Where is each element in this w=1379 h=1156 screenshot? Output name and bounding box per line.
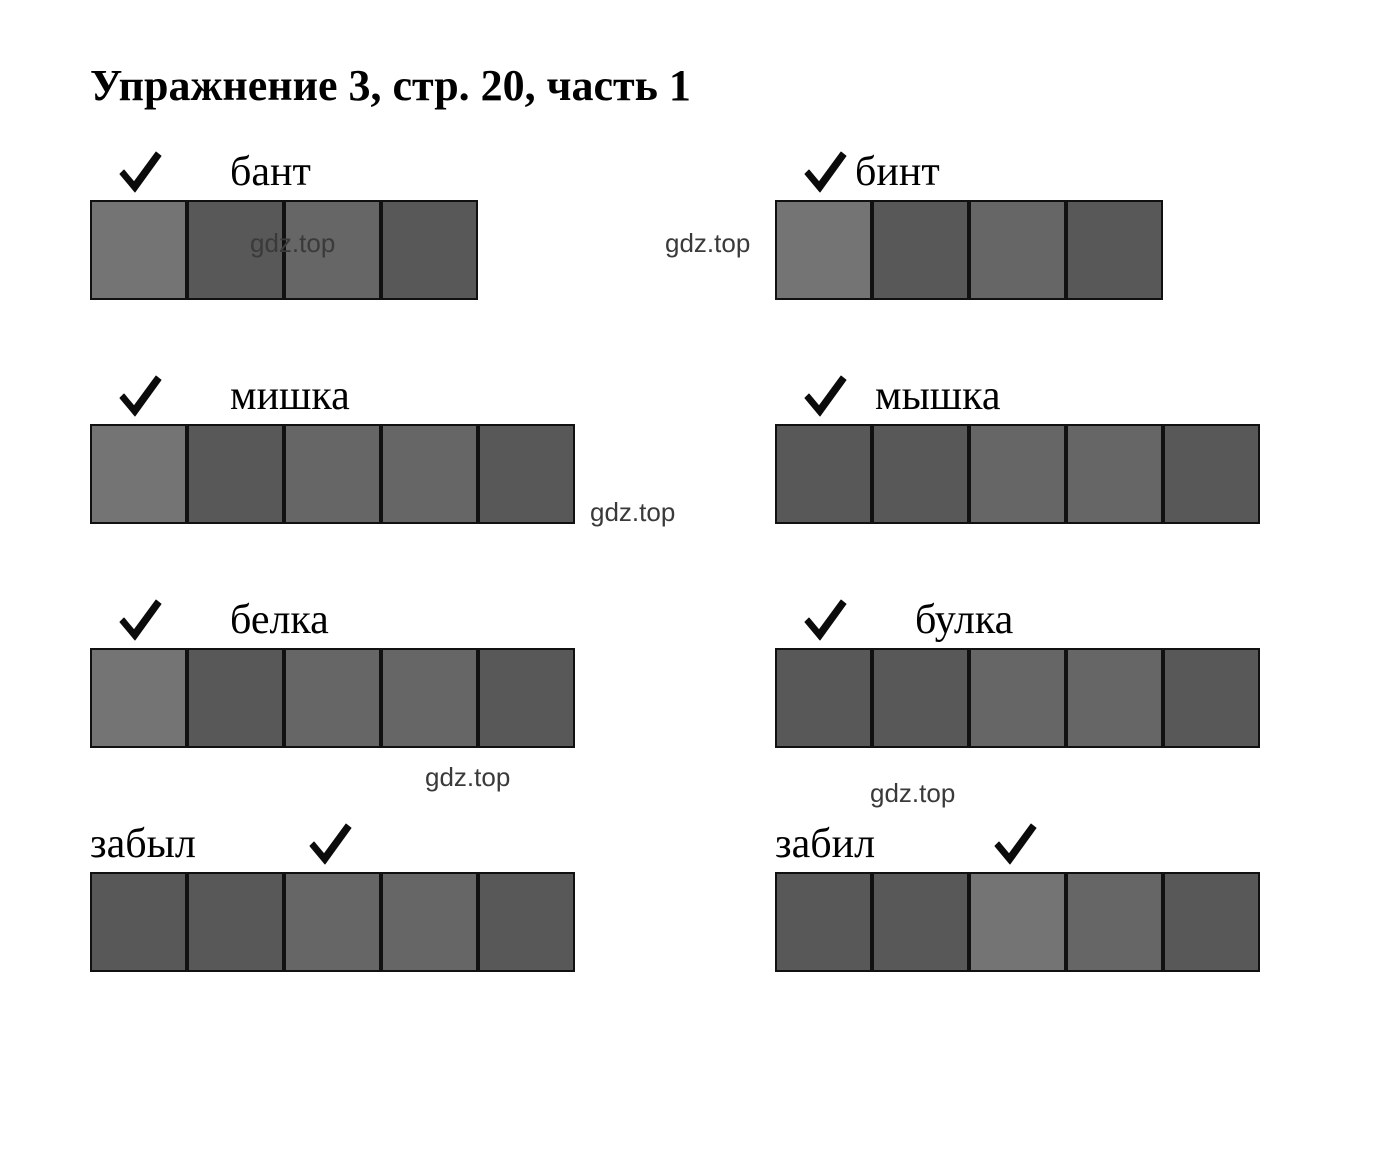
label-row: мышка — [775, 365, 1260, 420]
label-row: мишка — [90, 365, 575, 420]
word-label: булка — [915, 596, 1013, 644]
word-block: белка — [90, 589, 575, 748]
word-block: булка — [775, 589, 1260, 748]
word-block: забил — [775, 813, 1260, 972]
sound-boxes — [775, 648, 1260, 748]
sound-box — [284, 424, 381, 524]
label-row: забыл — [90, 813, 575, 868]
label-row: булка — [775, 589, 1260, 644]
sound-box — [187, 872, 284, 972]
label-row: бинт — [775, 141, 1260, 196]
pair-row: мишка мышка — [90, 365, 1289, 524]
exercise-grid: бант бинт мишка мышка белка булка забыл забил — [90, 141, 1289, 972]
sound-boxes — [775, 872, 1260, 972]
sound-box — [1163, 872, 1260, 972]
sound-boxes — [90, 872, 575, 972]
sound-box — [187, 648, 284, 748]
pair-row: бант бинт — [90, 141, 1289, 300]
sound-box — [284, 872, 381, 972]
checkmark-icon — [799, 594, 849, 644]
sound-box — [872, 424, 969, 524]
sound-boxes — [775, 424, 1260, 524]
sound-box — [187, 424, 284, 524]
checkmark-icon — [989, 818, 1039, 868]
checkmark-icon — [114, 146, 164, 196]
pair-row: белка булка — [90, 589, 1289, 748]
word-label: бант — [230, 148, 311, 196]
sound-box — [90, 424, 187, 524]
sound-box — [1163, 424, 1260, 524]
sound-box — [872, 872, 969, 972]
sound-box — [1066, 200, 1163, 300]
word-block: мышка — [775, 365, 1260, 524]
sound-box — [872, 200, 969, 300]
sound-box — [775, 648, 872, 748]
sound-box — [969, 872, 1066, 972]
checkmark-icon — [799, 370, 849, 420]
word-label: мышка — [875, 372, 1001, 420]
sound-box — [284, 648, 381, 748]
sound-box — [775, 872, 872, 972]
sound-boxes — [90, 200, 575, 300]
pair-row: забыл забил — [90, 813, 1289, 972]
word-block: бант — [90, 141, 575, 300]
word-label: забыл — [90, 820, 196, 868]
sound-box — [90, 872, 187, 972]
word-label: бинт — [855, 148, 940, 196]
checkmark-icon — [799, 146, 849, 196]
page-title: Упражнение 3, стр. 20, часть 1 — [90, 60, 1289, 111]
sound-box — [969, 200, 1066, 300]
word-block: забыл — [90, 813, 575, 972]
sound-box — [1066, 424, 1163, 524]
label-row: бант — [90, 141, 575, 196]
sound-box — [478, 648, 575, 748]
sound-box — [872, 648, 969, 748]
word-block: бинт — [775, 141, 1260, 300]
checkmark-icon — [304, 818, 354, 868]
sound-box — [1066, 648, 1163, 748]
sound-box — [969, 648, 1066, 748]
word-label: мишка — [230, 372, 350, 420]
sound-box — [90, 200, 187, 300]
sound-box — [478, 872, 575, 972]
label-row: забил — [775, 813, 1260, 868]
sound-box — [187, 200, 284, 300]
checkmark-icon — [114, 594, 164, 644]
sound-box — [969, 424, 1066, 524]
sound-box — [381, 424, 478, 524]
sound-boxes — [775, 200, 1260, 300]
sound-box — [381, 648, 478, 748]
word-block: мишка — [90, 365, 575, 524]
word-label: белка — [230, 596, 329, 644]
sound-box — [775, 200, 872, 300]
word-label: забил — [775, 820, 875, 868]
sound-box — [90, 648, 187, 748]
label-row: белка — [90, 589, 575, 644]
sound-box — [775, 424, 872, 524]
sound-boxes — [90, 424, 575, 524]
sound-box — [381, 200, 478, 300]
sound-boxes — [90, 648, 575, 748]
checkmark-icon — [114, 370, 164, 420]
sound-box — [1066, 872, 1163, 972]
sound-box — [478, 424, 575, 524]
sound-box — [1163, 648, 1260, 748]
sound-box — [284, 200, 381, 300]
sound-box — [381, 872, 478, 972]
